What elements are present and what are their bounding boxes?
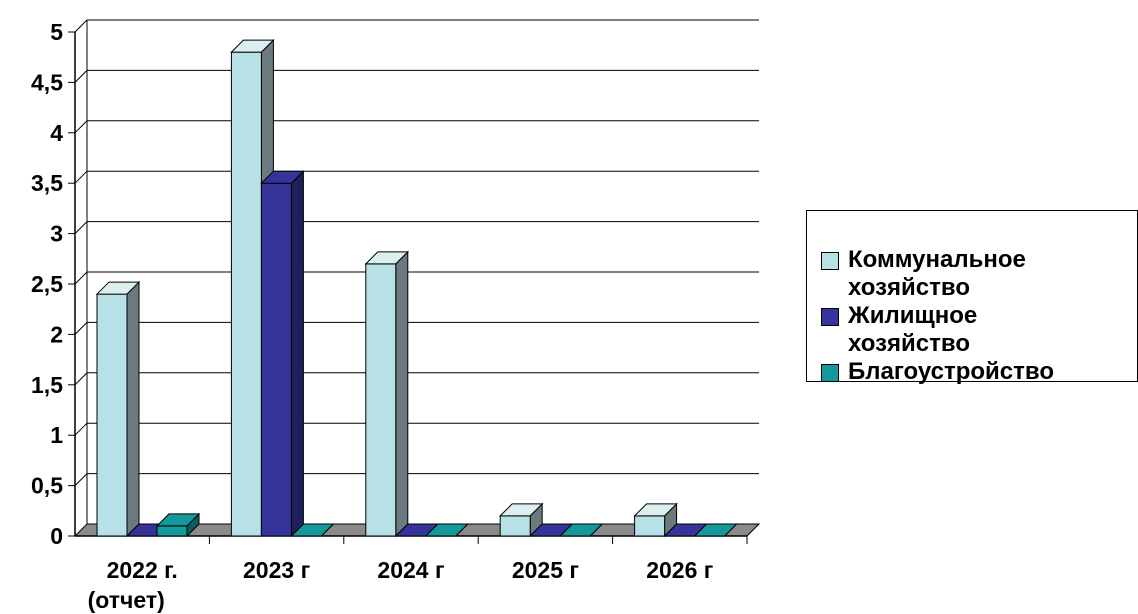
y-tick-label: 1 — [50, 422, 63, 448]
gridline — [74, 321, 759, 335]
gridlines — [73, 19, 761, 537]
bar-kommunalnoe-1 — [230, 38, 275, 538]
y-tick-label: 2,5 — [31, 271, 63, 297]
y-tick-label: 1,5 — [31, 372, 63, 398]
x-tick-label: 2025 г — [512, 557, 579, 583]
gridline — [74, 271, 759, 285]
bar-blagoustroystvo-1 — [290, 523, 335, 537]
legend-swatch-zhilishchnoe — [821, 308, 839, 326]
legend: Коммунальное хозяйство Жилищное хозяйств… — [806, 210, 1138, 385]
legend-swatch-blagoustroystvo — [821, 364, 839, 382]
gridline — [74, 19, 759, 33]
x-tick-label: 2023 г — [243, 557, 310, 583]
gridline — [74, 170, 759, 184]
bar-blagoustroystvo-0 — [155, 512, 201, 538]
legend-label-blagoustroystvo: Благоустройство — [848, 358, 1054, 385]
y-tick-label: 3 — [50, 221, 63, 247]
y-tick-label: 2 — [50, 321, 63, 347]
y-tick-label: 5 — [50, 19, 63, 45]
x-tick-label: 2026 г — [646, 557, 713, 583]
y-tick-label: 4,5 — [31, 69, 63, 95]
bar-kommunalnoe-2 — [364, 250, 410, 538]
bar-kommunalnoe-4 — [633, 502, 678, 538]
y-tick-label: 4 — [50, 120, 63, 146]
y-tick-label: 0 — [50, 523, 63, 549]
gridline — [74, 473, 759, 486]
legend-label-kommunalnoe: Коммунальное хозяйство — [848, 246, 1026, 301]
y-tick-label: 0,5 — [31, 473, 63, 499]
bar-kommunalnoe-3 — [498, 502, 544, 538]
bars — [95, 38, 738, 538]
gridline — [74, 221, 759, 234]
bar-blagoustroystvo-2 — [424, 523, 470, 537]
gridline — [74, 372, 759, 386]
bar-zhilishchnoe-1 — [260, 169, 305, 538]
bar-blagoustroystvo-4 — [693, 523, 738, 537]
y-tick-label: 3,5 — [31, 170, 63, 196]
x-tick-label: 2024 г — [377, 557, 444, 583]
bar-kommunalnoe-0 — [95, 280, 141, 538]
bar-blagoustroystvo-3 — [558, 523, 604, 537]
y-tick-labels: 0 0,5 1 1,5 2 2,5 3 3,5 4 4,5 5 — [31, 19, 63, 549]
legend-label-zhilishchnoe: Жилищное хозяйство — [848, 302, 978, 357]
x-tick-labels: 2022 г. (отчет) 2023 г 2024 г 2025 г 2026 г — [88, 557, 714, 613]
legend-swatch-kommunalnoe — [821, 252, 839, 270]
gridline — [74, 422, 759, 436]
x-tick-label: 2022 г. (отчет) — [88, 557, 178, 613]
gridline — [74, 69, 759, 83]
gridline — [74, 120, 759, 134]
